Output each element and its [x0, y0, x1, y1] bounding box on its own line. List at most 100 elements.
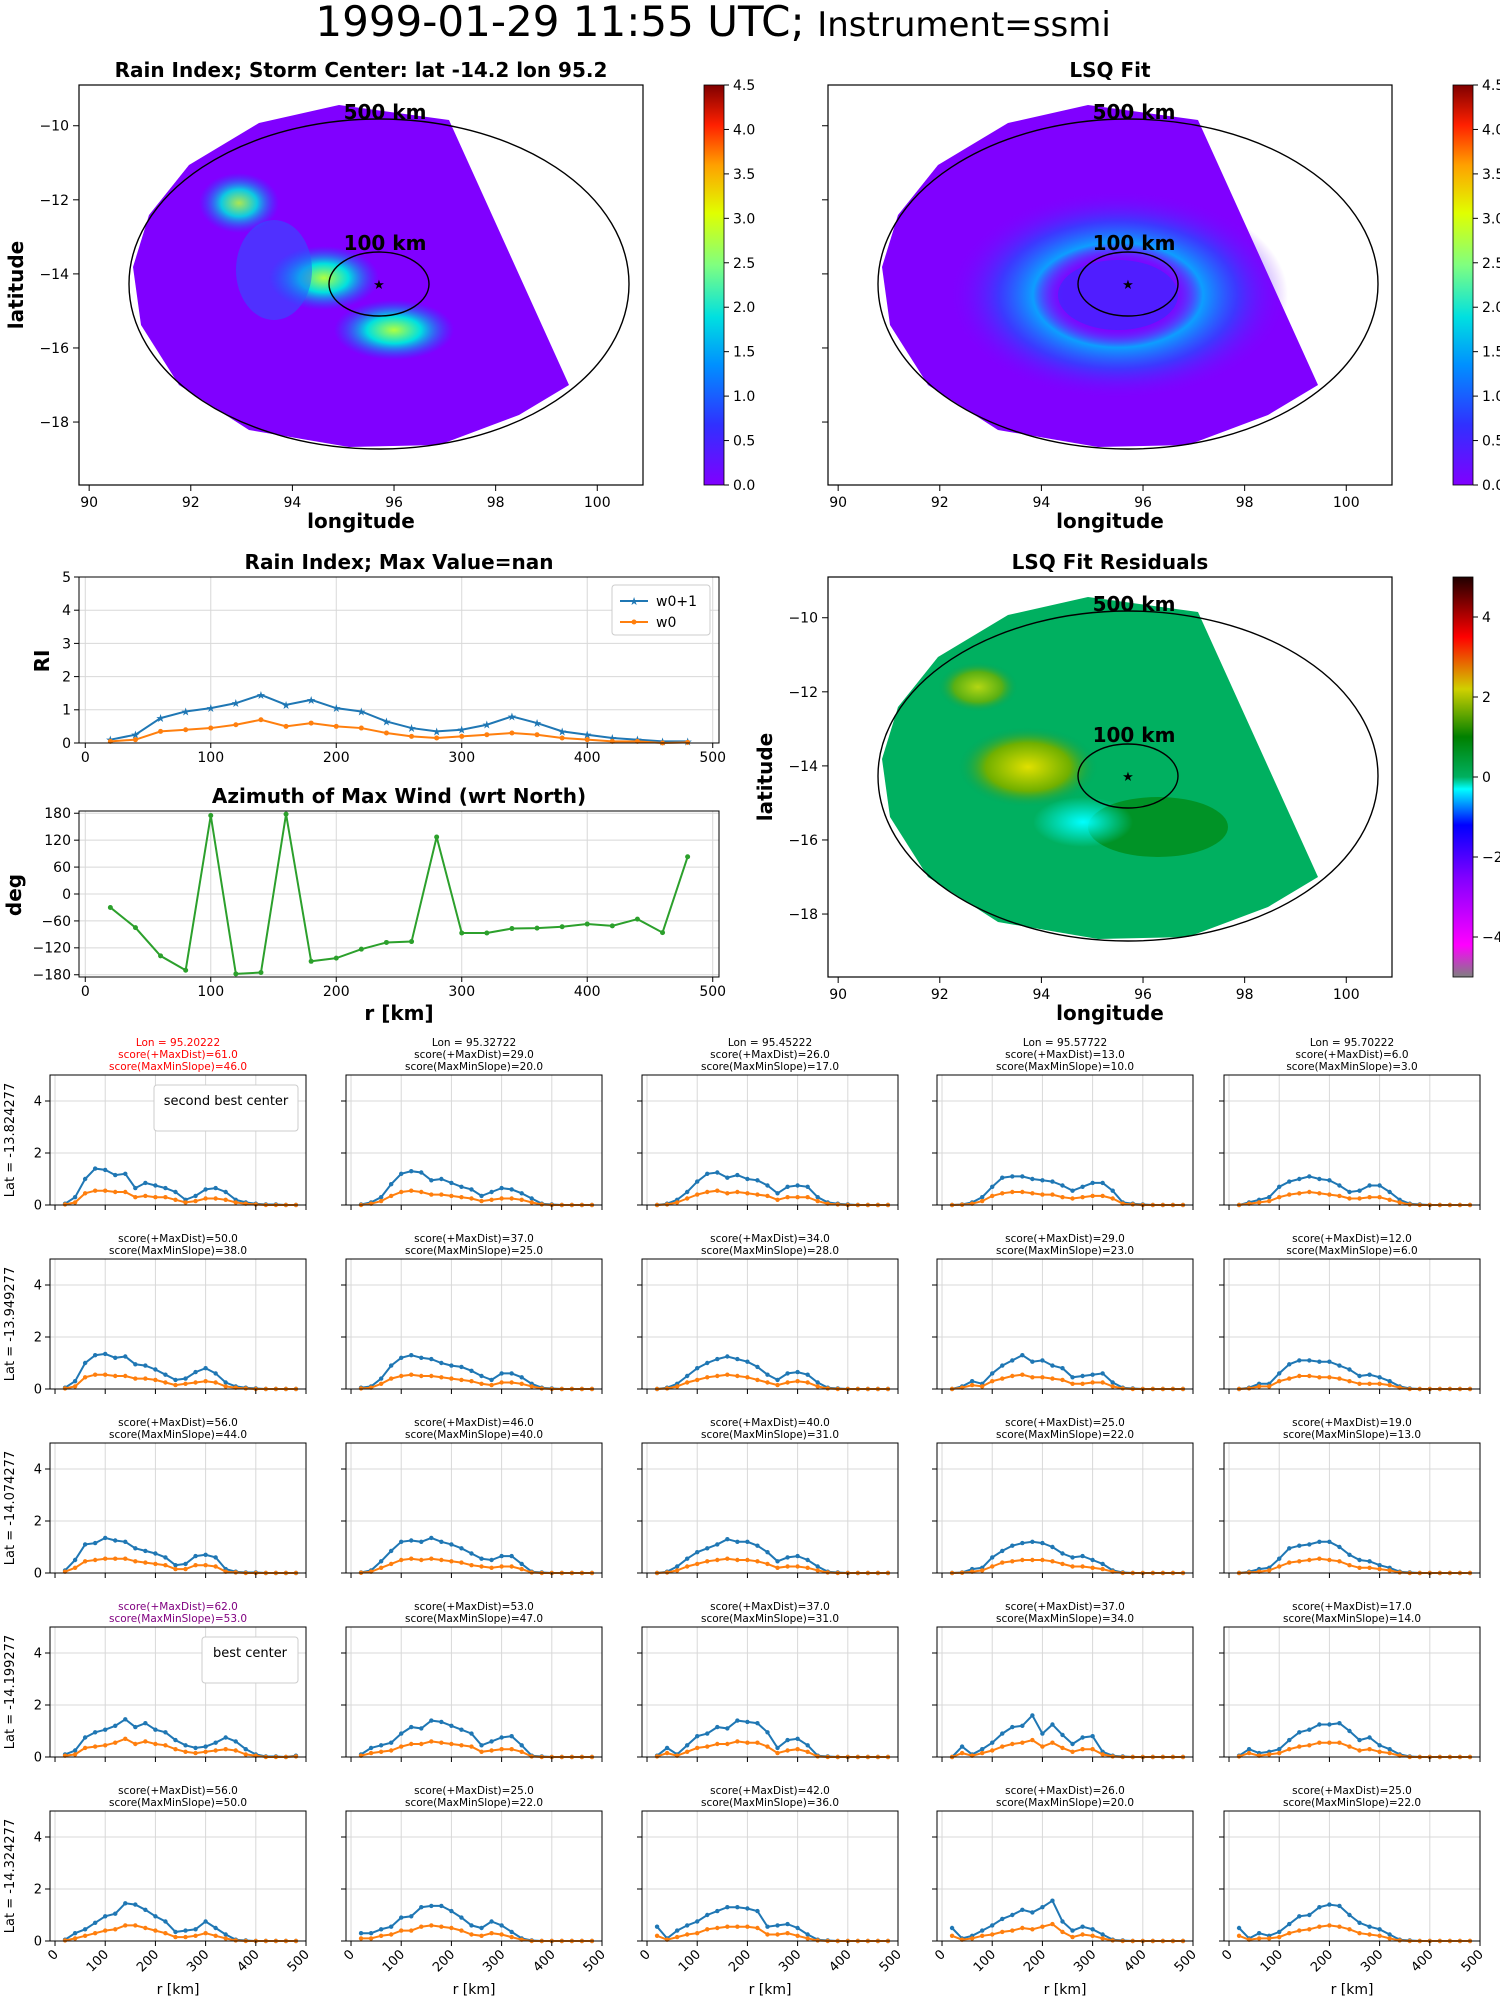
plot [637, 1258, 899, 1394]
plot-frame [345, 1074, 603, 1206]
data-point [1060, 1377, 1065, 1383]
data-point [1236, 1925, 1242, 1931]
data-point [695, 1734, 700, 1739]
plot-frame [49, 1258, 307, 1390]
plot-area [50, 1259, 306, 1389]
x-tick-label: 300 [184, 1947, 212, 1975]
data-point [765, 1744, 770, 1749]
data-point [1120, 1386, 1125, 1391]
data-point [233, 1200, 238, 1205]
data-point [1287, 1376, 1292, 1381]
data-point [795, 1369, 800, 1375]
data-point [1020, 1174, 1025, 1179]
data-point [825, 1386, 830, 1391]
x-tick-label: 96 [385, 495, 403, 511]
data-point [745, 1719, 750, 1725]
data-point [203, 1552, 208, 1557]
subplot-header-line: score(MaxMinSlope)=50.0 [109, 1797, 247, 1809]
data-point [409, 1556, 414, 1561]
data-point [725, 1556, 730, 1561]
data-point [1277, 1934, 1282, 1940]
data-point [725, 1726, 730, 1731]
data-point [1337, 1544, 1342, 1550]
data-point [1317, 1191, 1322, 1196]
data-point [654, 1933, 660, 1938]
data-point [429, 1556, 434, 1561]
data-point [183, 1561, 188, 1567]
map-title: LSQ Fit [1069, 58, 1151, 82]
data-point [1010, 1543, 1015, 1548]
x-tick-label: 0 [932, 1947, 948, 1963]
data-point [223, 1189, 228, 1195]
data-point [1110, 1188, 1115, 1193]
data-point [153, 1551, 158, 1556]
subplot-header-line: score(+MaxDist)=46.0 [414, 1417, 534, 1429]
data-point [795, 1379, 800, 1384]
data-point [173, 1566, 178, 1572]
data-point [72, 1565, 78, 1570]
data-point [409, 1538, 414, 1543]
data-point [685, 739, 691, 745]
data-point [775, 1382, 780, 1388]
data-point [1297, 1559, 1302, 1564]
data-point [1347, 1379, 1352, 1384]
data-point [1317, 1359, 1322, 1364]
data-point [459, 1184, 464, 1189]
subplot-header-line: Lon = 95.20222 [136, 1037, 220, 1049]
data-point [132, 925, 138, 931]
plot-area [1224, 1627, 1480, 1757]
data-point [193, 1563, 198, 1568]
data-point [785, 1371, 790, 1376]
data-point [459, 1743, 464, 1748]
data-point [1297, 1358, 1302, 1363]
data-point [1277, 1371, 1282, 1376]
data-point [1050, 1921, 1055, 1927]
data-point [1060, 1195, 1065, 1200]
subplot: score(+MaxDist)=62.0score(MaxMinSlope)=5… [34, 1601, 307, 1766]
data-point [1100, 1371, 1105, 1376]
data-point [499, 1747, 504, 1752]
data-point [153, 1367, 158, 1372]
colorbar-tick-label: 2.5 [1482, 256, 1500, 272]
data-point [559, 735, 565, 741]
data-point [1307, 1373, 1312, 1379]
data-point [1397, 1570, 1402, 1575]
data-point [1347, 1927, 1352, 1932]
data-point [1317, 1539, 1322, 1544]
data-point [1090, 1372, 1095, 1377]
data-point [1266, 1936, 1272, 1941]
x-tick-label: 0 [81, 984, 90, 1000]
data-point [419, 1924, 424, 1929]
ring-500km [877, 610, 1379, 942]
data-point [378, 1933, 384, 1938]
data-point [509, 730, 515, 736]
data-point [409, 1724, 414, 1730]
data-point [72, 1752, 78, 1757]
data-point [368, 1750, 374, 1756]
data-point [439, 1740, 444, 1745]
data-point [358, 725, 364, 731]
data-point [243, 1386, 248, 1391]
data-point [103, 1351, 108, 1357]
subplot-header-line: score(MaxMinSlope)=44.0 [109, 1429, 247, 1441]
data-point [258, 717, 264, 723]
data-point [1070, 1555, 1075, 1560]
plot-frame [1223, 1442, 1481, 1574]
data-point [123, 1539, 128, 1544]
y-tick-label: 0 [62, 887, 71, 903]
data-point [92, 1931, 98, 1936]
data-point [684, 1373, 690, 1379]
colorbar-tick-label: 1.0 [1482, 389, 1500, 405]
data-point [1377, 1195, 1382, 1200]
data-point [755, 1925, 760, 1931]
data-point [479, 1198, 484, 1204]
data-point [163, 1372, 168, 1377]
data-point [499, 1553, 504, 1559]
data-point [825, 1570, 830, 1575]
data-point [1357, 1557, 1362, 1563]
data-point [795, 1736, 800, 1741]
x-tick-label: 400 [234, 1947, 262, 1975]
data-point [1090, 1565, 1095, 1570]
data-point [1337, 1903, 1342, 1909]
data-point [113, 1355, 118, 1360]
